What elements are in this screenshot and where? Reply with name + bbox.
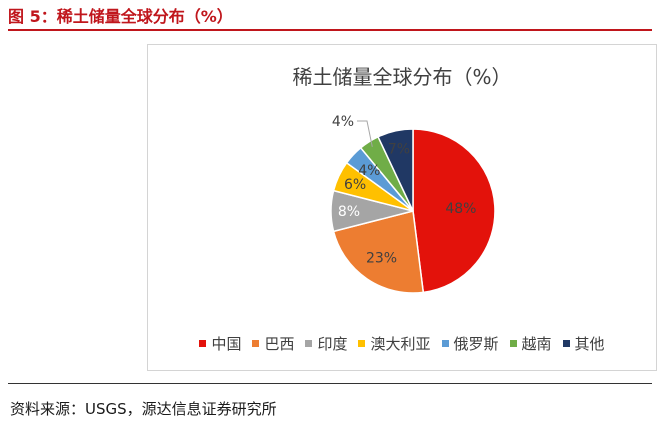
legend-swatch-australia xyxy=(358,340,366,347)
pie-slice-brazil xyxy=(332,210,425,294)
legend-item-russia: 俄罗斯 xyxy=(441,333,499,354)
legend-label-china: 中国 xyxy=(211,335,242,353)
data-label-australia: 6% xyxy=(344,177,366,193)
data-label-india: 8% xyxy=(338,204,360,220)
legend-swatch-brazil xyxy=(252,340,260,347)
legend-item-other: 其他 xyxy=(562,333,605,354)
data-label-other: 7% xyxy=(388,142,410,158)
bottom-divider xyxy=(8,383,652,384)
legend-item-vietnam: 越南 xyxy=(509,333,552,354)
pie-slice-other xyxy=(377,128,414,212)
legend-swatch-india xyxy=(305,340,313,347)
legend-swatch-other xyxy=(562,340,570,347)
legend-item-india: 印度 xyxy=(305,333,347,354)
chart-title: 稀土储量全球分布（%） xyxy=(292,65,512,89)
data-label-brazil: 23% xyxy=(366,250,397,266)
legend-swatch-russia xyxy=(441,340,449,347)
legend-item-australia: 澳大利亚 xyxy=(358,333,431,354)
source-note: 资料来源：USGS，源达信息证券研究所 xyxy=(10,400,277,418)
chart-legend: 中国 巴西 印度 澳大利亚 俄罗斯 越南 其他 xyxy=(148,333,656,354)
data-label-vietnam: 4% xyxy=(332,114,354,130)
pie-slice-china xyxy=(412,128,496,294)
legend-label-vietnam: 越南 xyxy=(521,335,552,353)
legend-label-australia: 澳大利亚 xyxy=(370,335,431,353)
figure-title: 图 5：稀土储量全球分布（%） xyxy=(8,3,652,31)
pie-chart: 48%23%8%6%4%4%7% xyxy=(330,114,496,294)
data-label-russia: 4% xyxy=(358,163,380,179)
legend-label-russia: 俄罗斯 xyxy=(453,335,499,353)
legend-label-other: 其他 xyxy=(574,335,605,353)
legend-item-brazil: 巴西 xyxy=(252,333,294,354)
legend-swatch-china xyxy=(199,340,207,347)
legend-label-brazil: 巴西 xyxy=(264,335,295,353)
legend-item-china: 中国 xyxy=(199,333,241,354)
legend-label-india: 印度 xyxy=(317,335,348,353)
leader-line-vietnam xyxy=(357,120,373,147)
chart-area: 稀土储量全球分布（%） 48% 23% 8% 6% 4% 4% 7% 中国 巴西 印度 澳大利亚俄… xyxy=(147,44,657,371)
data-label-china: 48% xyxy=(445,201,476,217)
legend-swatch-vietnam xyxy=(509,340,517,347)
